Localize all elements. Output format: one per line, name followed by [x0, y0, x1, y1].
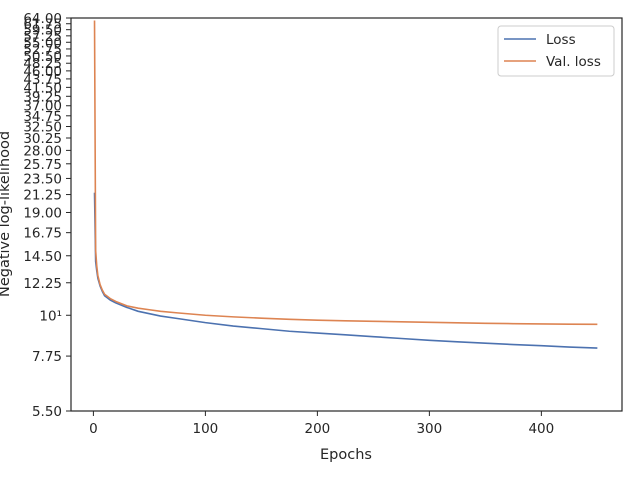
y-tick-label: 19.00	[23, 205, 62, 221]
y-tick-label: 25.75	[23, 157, 62, 173]
y-tick-label: 10¹	[39, 308, 62, 324]
y-tick-label: 41.50	[23, 80, 62, 96]
series-layer	[93, 20, 598, 349]
y-tick-label: 57.25	[23, 29, 62, 45]
plot-background	[71, 18, 622, 411]
plot-frame	[70, 17, 623, 412]
x-tick-label: 200	[304, 421, 330, 437]
y-tick-label: 39.25	[23, 89, 62, 105]
x-tick-label: 100	[192, 421, 218, 437]
y-tick-label: 16.75	[23, 226, 62, 242]
y-tick-label: 5.50	[32, 404, 62, 420]
x-axis-label: Epochs	[320, 447, 372, 463]
y-tick-label: 59.50	[23, 23, 62, 39]
y-tick-label: 14.50	[23, 249, 62, 265]
legend-label-val-loss: Val. loss	[546, 54, 601, 70]
y-tick-label: 55.00	[23, 35, 62, 51]
y-tick-label: 43.75	[23, 72, 62, 88]
y-tick-label: 23.50	[23, 171, 62, 187]
x-axis-ticks: 0 100 200 300 400	[89, 411, 554, 437]
y-tick-label: 21.25	[23, 188, 62, 204]
x-tick-label: 400	[528, 421, 554, 437]
y-tick-label: 50.50	[23, 49, 62, 65]
x-tick-label: 0	[89, 421, 98, 437]
series-line-val-loss	[93, 20, 598, 326]
y-axis-label: Negative log-likelihood	[0, 131, 13, 297]
x-tick-label: 300	[416, 421, 442, 437]
y-tick-label: 7.75	[32, 349, 62, 365]
y-tick-label: 52.75	[23, 42, 62, 58]
y-tick-label: 48.25	[23, 56, 62, 72]
y-tick-label: 32.50	[23, 120, 62, 136]
y-tick-label: 28.00	[23, 143, 62, 159]
y-tick-label: 12.25	[23, 276, 62, 292]
legend: Loss Val. loss	[497, 25, 615, 77]
y-tick-label: 64.00	[23, 11, 62, 27]
legend-label-loss: Loss	[546, 32, 576, 48]
y-tick-label: 34.75	[23, 109, 62, 125]
y-tick-label: 46.00	[23, 64, 62, 80]
y-axis-ticks: 5.50 7.75 10¹ 12.25 14.50 16.75 19.0021.2523.5…	[23, 11, 71, 420]
y-tick-label: 37.00	[23, 99, 62, 115]
y-tick-label: 30.25	[23, 131, 62, 147]
y-tick-label: 61.75	[23, 17, 62, 33]
